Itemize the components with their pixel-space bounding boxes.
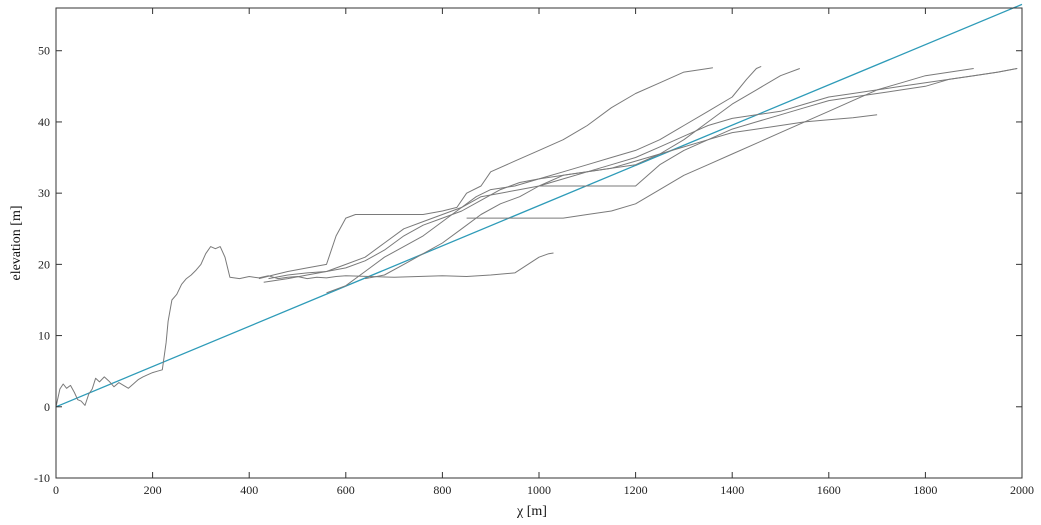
axes-layer: 0 200 400 600 800 1000 1200 1400 1600 1800 2000-10… — [34, 7, 1034, 497]
y-tick-label: 20 — [38, 257, 50, 271]
profile-line-2 — [258, 67, 713, 280]
y-tick-label: -10 — [34, 471, 50, 485]
x-tick-label: 800 — [433, 483, 451, 497]
x-tick-label: 1400 — [720, 483, 744, 497]
x-axis-label: χ [m] — [516, 504, 547, 519]
profile-line-5 — [326, 68, 1018, 294]
plot-frame — [55, 7, 1023, 479]
y-tick-label: 40 — [38, 115, 50, 129]
x-tick-label: 0 — [53, 483, 59, 497]
profile-line-3 — [263, 65, 762, 283]
x-tick-label: 1800 — [913, 483, 937, 497]
profile-line-4 — [268, 68, 800, 280]
plot-data-layer — [55, 3, 1023, 408]
x-tick-label: 1000 — [527, 483, 551, 497]
y-tick-label: 10 — [38, 329, 50, 343]
reference-line — [55, 3, 1023, 408]
profile-line-7 — [466, 68, 974, 219]
profile-line-8 — [538, 68, 1018, 187]
x-tick-label: 1600 — [817, 483, 841, 497]
profile-line-1 — [55, 246, 554, 407]
x-tick-label: 1200 — [624, 483, 648, 497]
x-tick-label: 2000 — [1010, 483, 1034, 497]
profile-line-6 — [365, 114, 878, 280]
y-axis-label: elevation [m] — [9, 205, 24, 280]
y-tick-label: 0 — [44, 400, 50, 414]
x-tick-label: 200 — [144, 483, 162, 497]
y-tick-label: 30 — [38, 186, 50, 200]
x-tick-label: 600 — [337, 483, 355, 497]
x-tick-label: 400 — [240, 483, 258, 497]
y-tick-label: 50 — [38, 44, 50, 58]
